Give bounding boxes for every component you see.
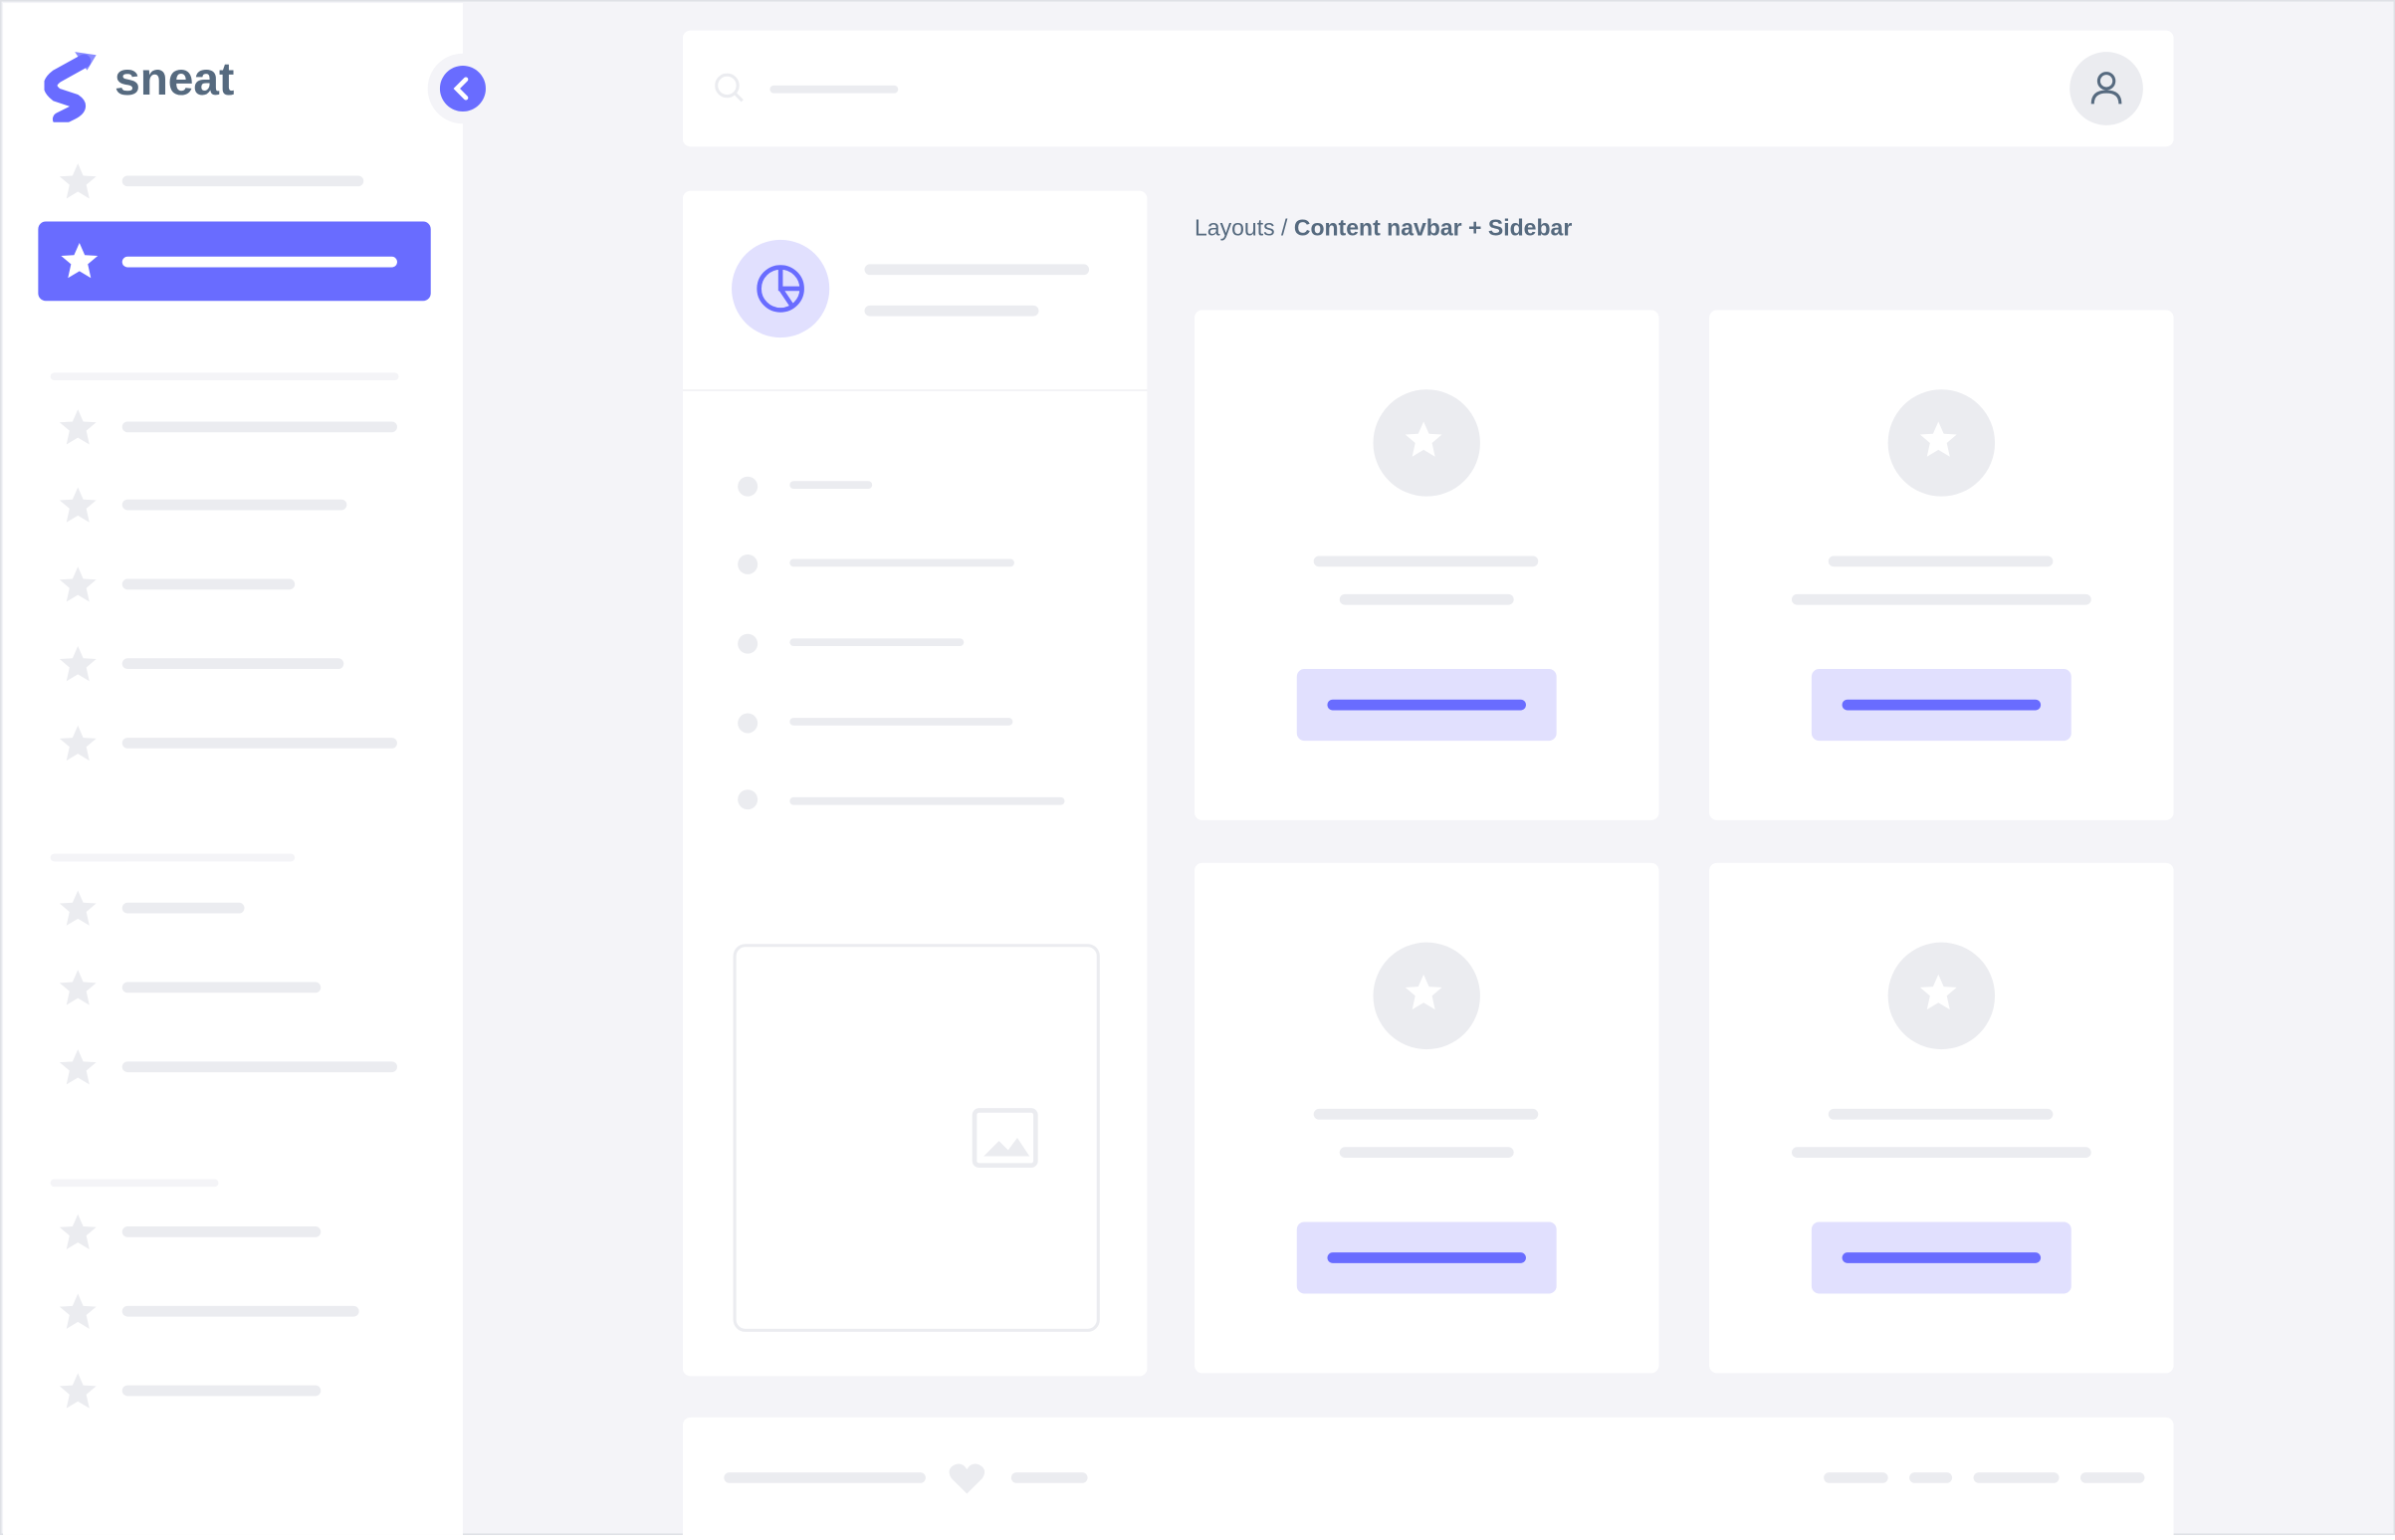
menu-item-active[interactable] [38,221,431,302]
star-icon [58,1372,98,1412]
card-avatar [1373,942,1480,1050]
pie-chart-icon [757,265,804,313]
star-icon [60,241,100,281]
menu-section-header [50,1179,219,1188]
search-icon [715,73,744,103]
sidebar: sneat [3,3,499,1535]
menu-section-header [50,853,296,862]
star-icon [1918,420,1964,466]
star-icon [58,162,98,202]
content-card [1194,310,1659,820]
user-avatar[interactable] [2069,52,2143,125]
menu-item[interactable] [49,160,415,203]
card-button[interactable] [1811,669,2071,742]
sneat-logo-icon [44,52,97,122]
chart-avatar [732,239,830,338]
chevron-left-icon [453,77,469,101]
menu-item[interactable] [49,1290,415,1333]
brand-name: sneat [114,55,235,106]
star-icon [1918,973,1964,1018]
content-card [1194,862,1659,1374]
card-avatar [1373,389,1480,497]
star-icon [58,486,98,526]
menu-section-header [50,372,399,381]
star-icon [58,565,98,605]
card-button[interactable] [1296,669,1557,742]
search-input[interactable] [769,85,899,94]
breadcrumb-current: Content navbar + Sidebar [1293,215,1573,242]
user-icon [2090,72,2122,105]
content-card [1709,310,2174,820]
card-avatar [1887,942,1996,1050]
menu-item[interactable] [49,1046,415,1089]
menu-item[interactable] [49,484,415,527]
star-icon [58,889,98,929]
footer [682,1417,2174,1540]
menu-item[interactable] [49,1370,415,1413]
collapse-toggle[interactable] [427,53,499,124]
star-icon [58,1292,98,1332]
top-navbar [682,30,2174,147]
menu-item[interactable] [49,887,415,930]
star-icon [58,1212,98,1252]
menu-item[interactable] [49,643,415,686]
menu-item[interactable] [49,967,415,1009]
menu-item[interactable] [49,406,415,449]
card-avatar [1887,389,1996,497]
image-placeholder [733,944,1100,1332]
card-button[interactable] [1811,1221,2071,1294]
breadcrumb-parent[interactable]: Layouts [1194,215,1275,242]
content-card [1709,862,2174,1374]
star-icon [58,644,98,684]
star-icon [1404,420,1449,466]
star-icon [58,1048,98,1088]
image-icon [972,1108,1038,1168]
menu-item[interactable] [49,1211,415,1254]
menu-item[interactable] [49,563,415,606]
star-icon [58,408,98,448]
side-panel [682,190,1148,1377]
card-button[interactable] [1296,1221,1557,1294]
star-icon [58,969,98,1008]
heart-icon [949,1463,985,1494]
star-icon [58,724,98,764]
breadcrumb-separator: / [1281,215,1288,242]
menu-item[interactable] [49,723,415,766]
breadcrumb: Layouts / Content navbar + Sidebar [1195,215,1572,241]
star-icon [1404,973,1449,1018]
brand-logo[interactable]: sneat [44,49,259,122]
